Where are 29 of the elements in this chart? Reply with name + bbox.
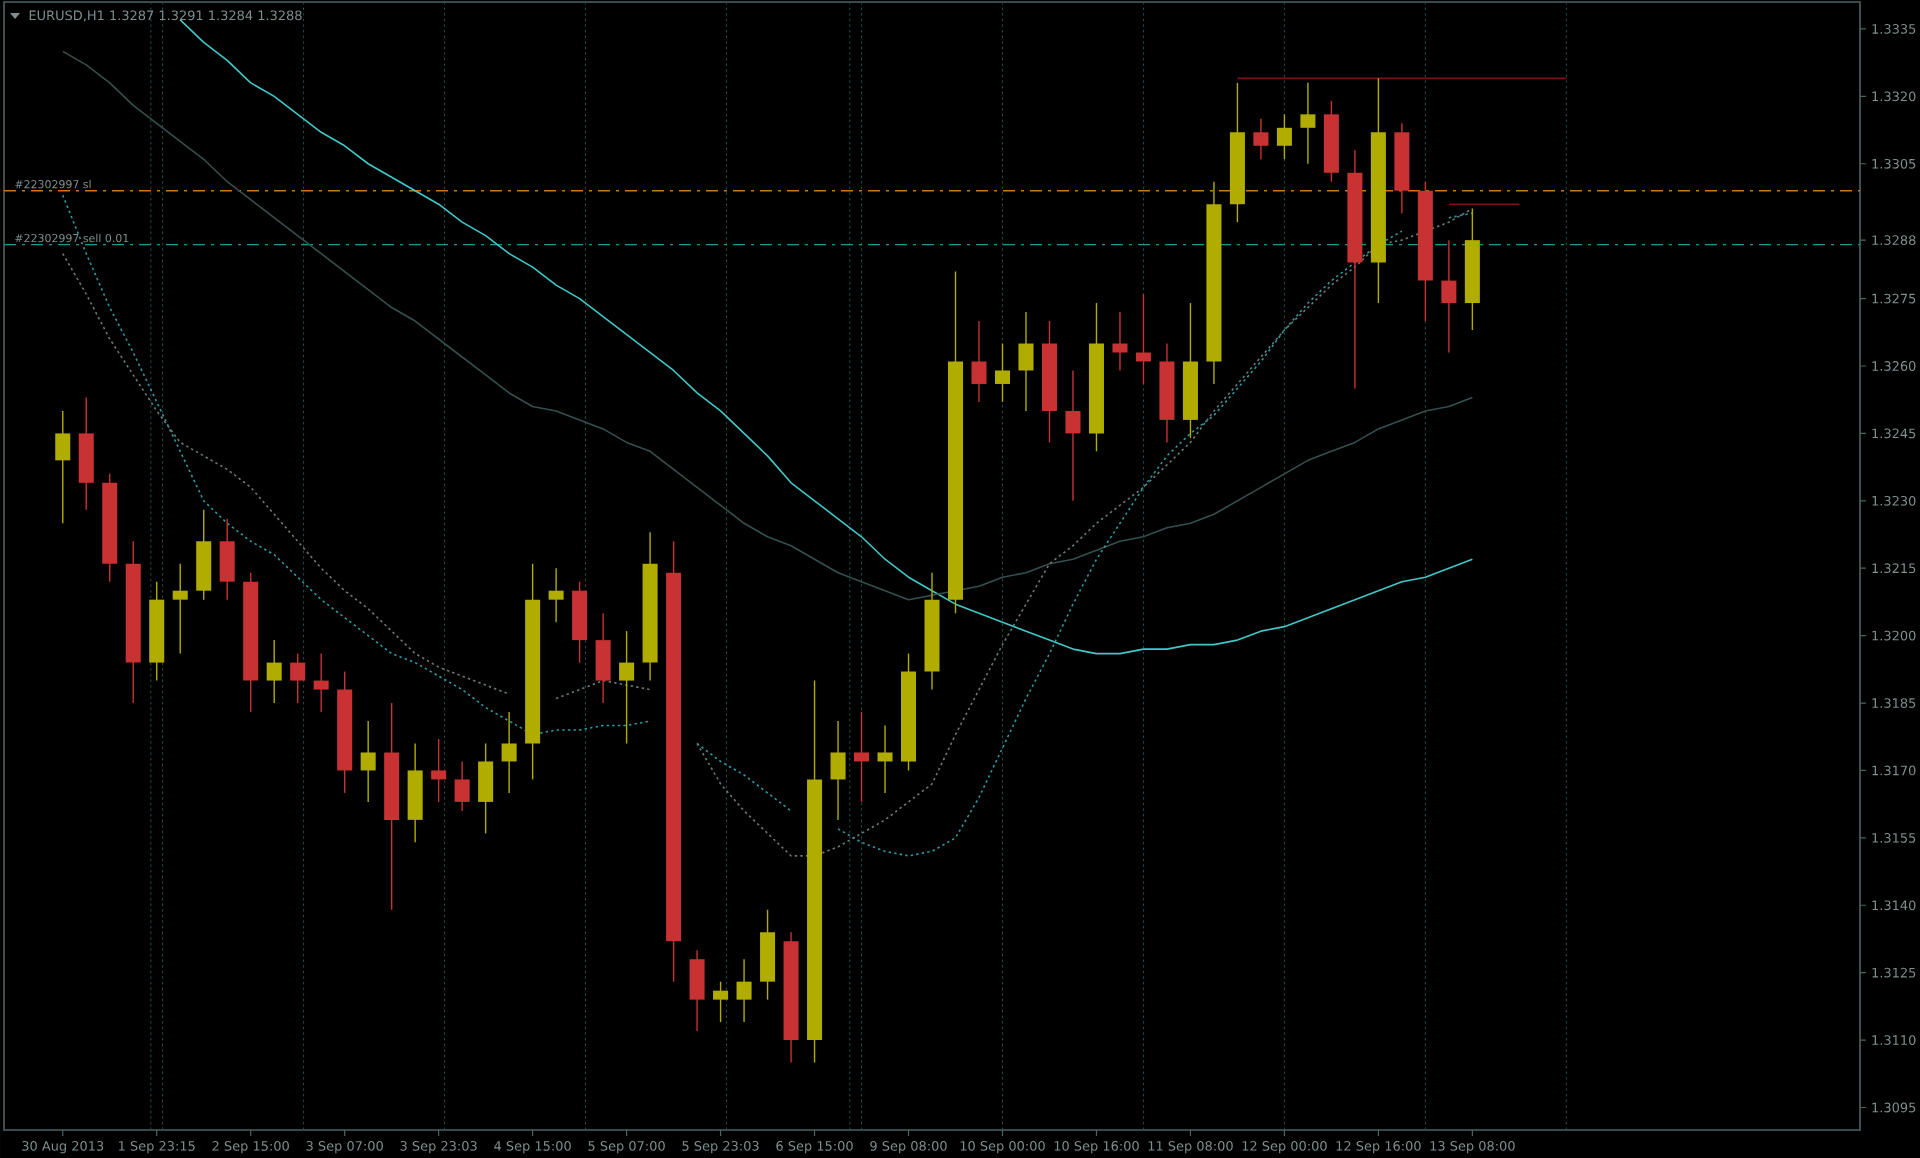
- candlestick: [713, 980, 729, 1023]
- candlestick: [290, 652, 306, 704]
- candlestick: [1441, 239, 1457, 354]
- candlestick: [501, 711, 517, 794]
- candlestick: [431, 738, 447, 803]
- candlestick: [994, 342, 1011, 403]
- candlestick: [595, 612, 611, 704]
- candlestick: [454, 760, 470, 812]
- candlestick: [854, 711, 870, 803]
- candlestick: [1018, 311, 1034, 412]
- candlestick: [1065, 369, 1081, 502]
- candlestick: [1112, 311, 1128, 372]
- candlestick: [55, 410, 71, 524]
- candlestick: [619, 630, 635, 745]
- candlestick: [1253, 118, 1269, 160]
- candlestick: [689, 949, 705, 1032]
- candlestick: [1300, 82, 1316, 165]
- candlestick: [360, 720, 376, 803]
- candlestick: [548, 567, 564, 623]
- candlestick: [172, 563, 188, 655]
- candlestick: [830, 720, 846, 821]
- candlestick: [1276, 113, 1292, 160]
- candlestick: [478, 742, 494, 835]
- candlestick: [971, 320, 987, 403]
- candlestick: [877, 724, 893, 794]
- candlestick: [266, 639, 282, 704]
- candlestick: [313, 652, 329, 713]
- candlestick: [219, 518, 235, 601]
- candlestick: [736, 958, 752, 1023]
